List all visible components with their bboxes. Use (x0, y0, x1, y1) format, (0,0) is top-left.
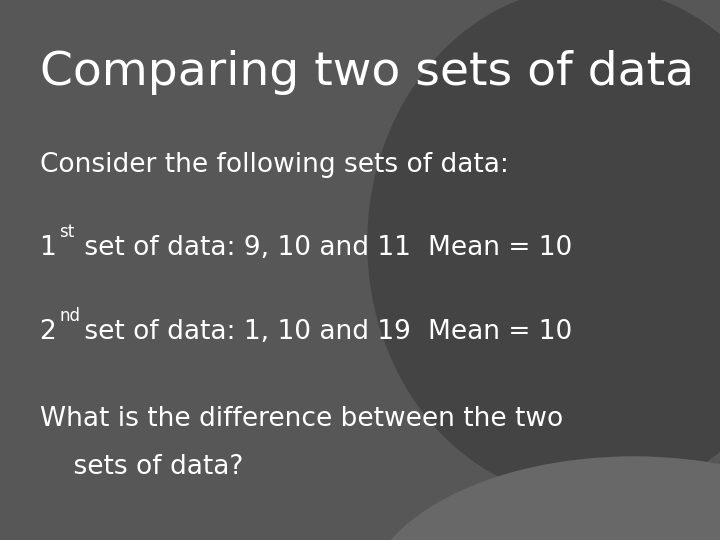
Text: Mean = 10: Mean = 10 (428, 235, 572, 261)
Text: 1: 1 (40, 235, 56, 261)
Text: Comparing two sets of data: Comparing two sets of data (40, 50, 694, 96)
Text: set of data: 1, 10 and 19: set of data: 1, 10 and 19 (76, 319, 410, 345)
Ellipse shape (364, 456, 720, 540)
Text: nd: nd (59, 307, 80, 325)
Text: Mean = 10: Mean = 10 (428, 319, 572, 345)
Text: What is the difference between the two: What is the difference between the two (40, 406, 563, 431)
Text: 2: 2 (40, 319, 56, 345)
Ellipse shape (367, 0, 720, 500)
Text: sets of data?: sets of data? (40, 454, 243, 480)
Text: st: st (59, 223, 74, 241)
Text: Consider the following sets of data:: Consider the following sets of data: (40, 152, 508, 178)
Text: set of data: 9, 10 and 11: set of data: 9, 10 and 11 (76, 235, 410, 261)
